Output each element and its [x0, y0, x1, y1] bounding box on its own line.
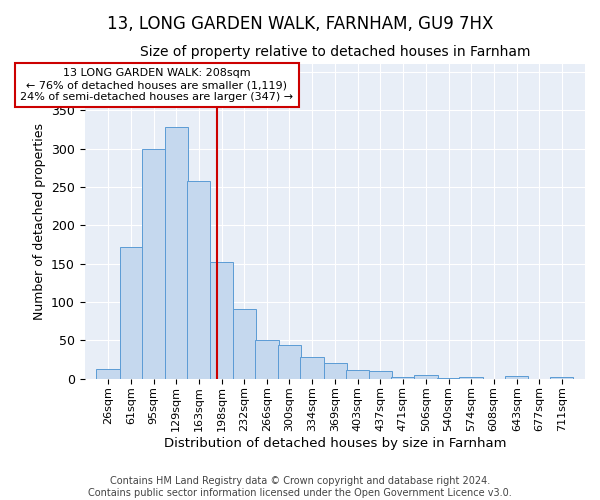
Bar [164, 127, 188, 379]
Title: Size of property relative to detached houses in Farnham: Size of property relative to detached ho… [140, 45, 530, 59]
Bar [278, 345, 301, 379]
Bar [368, 371, 392, 379]
Bar [97, 369, 119, 379]
Bar [119, 247, 143, 379]
Bar [437, 378, 460, 379]
Bar [415, 375, 437, 379]
Bar [233, 309, 256, 379]
Y-axis label: Number of detached properties: Number of detached properties [32, 123, 46, 320]
Bar [505, 376, 529, 379]
Bar [323, 362, 347, 379]
Text: Contains HM Land Registry data © Crown copyright and database right 2024.
Contai: Contains HM Land Registry data © Crown c… [88, 476, 512, 498]
Text: 13, LONG GARDEN WALK, FARNHAM, GU9 7HX: 13, LONG GARDEN WALK, FARNHAM, GU9 7HX [107, 15, 493, 33]
Bar [256, 340, 278, 379]
Bar [460, 376, 482, 379]
Bar [187, 181, 211, 379]
Bar [391, 376, 415, 379]
Bar [142, 148, 165, 379]
Bar [346, 370, 370, 379]
Bar [211, 262, 233, 379]
X-axis label: Distribution of detached houses by size in Farnham: Distribution of detached houses by size … [164, 437, 506, 450]
Bar [550, 376, 574, 379]
Bar [301, 358, 323, 379]
Text: 13 LONG GARDEN WALK: 208sqm
← 76% of detached houses are smaller (1,119)
24% of : 13 LONG GARDEN WALK: 208sqm ← 76% of det… [20, 68, 293, 102]
